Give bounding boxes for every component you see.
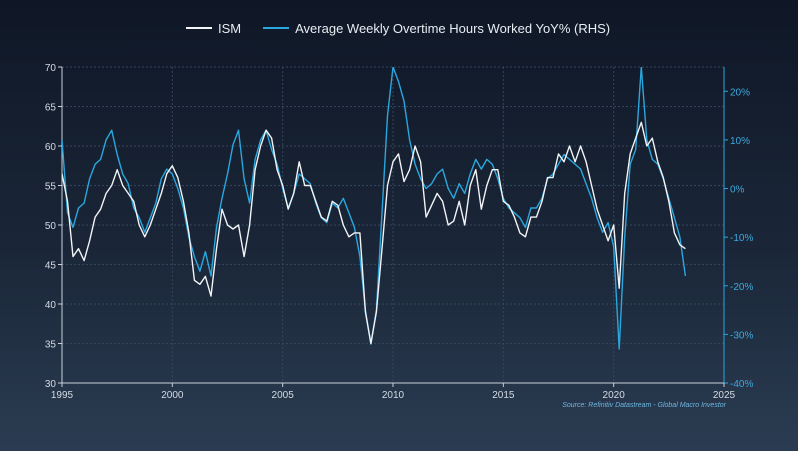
y-right-tick-label: 10% xyxy=(730,136,750,147)
axes: 30 35 40 45 50 55 60 65 70 -40% -30% -20% -10% 0% 10% 2… xyxy=(45,63,754,401)
y-left-tick-label: 40 xyxy=(45,300,57,311)
y-left-tick-label: 50 xyxy=(45,221,57,232)
x-tick-label: 2025 xyxy=(713,390,736,401)
y-right-tick-label: -30% xyxy=(730,330,753,341)
legend-ism-label: ISM xyxy=(218,20,242,36)
legend: ISM Average Weekly Overtime Hours Worked… xyxy=(186,18,632,38)
y-left-tick-label: 70 xyxy=(45,63,57,74)
series-line-ism xyxy=(62,121,686,345)
y-right-tick-label: -20% xyxy=(730,282,753,293)
y-right-tick-label: -40% xyxy=(730,379,753,390)
legend-ism-swatch xyxy=(186,27,212,29)
y-right-tick-label: 20% xyxy=(730,87,750,98)
y-left-tick-label: 45 xyxy=(45,261,57,272)
legend-overtime-swatch xyxy=(263,27,290,29)
y-left-tick-label: 30 xyxy=(45,379,57,390)
series-lines xyxy=(62,67,687,350)
y-left-tick-label: 65 xyxy=(45,103,57,114)
y-left-tick-label: 35 xyxy=(45,340,57,351)
x-tick-label: 2020 xyxy=(603,390,626,401)
y-right-tick-label: 0% xyxy=(730,185,745,196)
source-note: Source: Refinitiv Datastream - Global Ma… xyxy=(562,402,726,409)
legend-overtime-label: Average Weekly Overtime Hours Worked YoY… xyxy=(295,20,611,36)
x-tick-label: 2010 xyxy=(382,390,405,401)
y-right-tick-label: -10% xyxy=(730,233,753,244)
x-tick-label: 2015 xyxy=(492,390,515,401)
x-tick-label: 2005 xyxy=(272,390,295,401)
y-left-tick-label: 55 xyxy=(45,182,57,193)
grid-lines xyxy=(61,66,725,384)
legend-ism: ISM xyxy=(186,21,241,36)
x-tick-label: 1995 xyxy=(51,390,74,401)
y-left-tick-label: 60 xyxy=(45,142,57,153)
legend-overtime: Average Weekly Overtime Hours Worked YoY… xyxy=(263,21,610,36)
x-tick-label: 2000 xyxy=(161,390,184,401)
